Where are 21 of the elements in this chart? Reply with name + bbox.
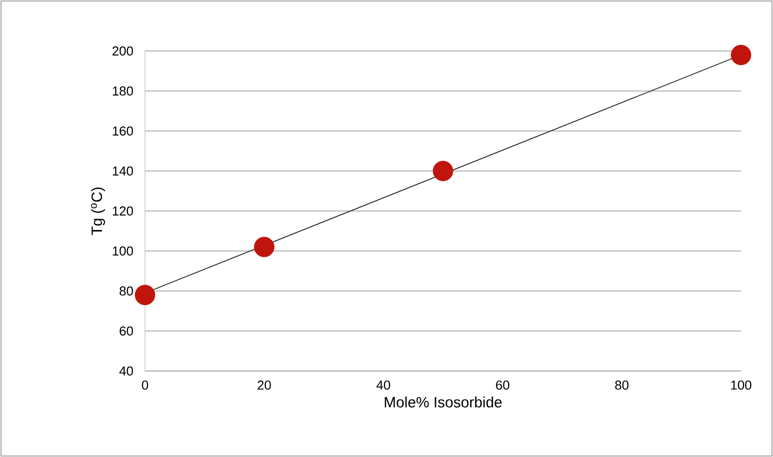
- y-tick-label: 200: [112, 46, 133, 56]
- point: [254, 236, 274, 258]
- x-tick-label: 20: [258, 380, 271, 390]
- y-tick-label: 120: [112, 206, 133, 216]
- x-tick-label: 0: [142, 380, 148, 390]
- y-axis-title: Tg ($^{o}$C): [91, 188, 106, 235]
- y-tick-label: 180: [112, 86, 133, 96]
- y-tick-label: 160: [112, 126, 133, 136]
- point: [432, 160, 454, 182]
- y-tick-label: 40: [119, 366, 133, 376]
- point: [730, 44, 752, 66]
- x-tick-label: 60: [496, 380, 510, 390]
- x-tick-label: 80: [615, 380, 629, 390]
- point: [134, 284, 156, 306]
- y-tick-label: 100: [112, 246, 133, 256]
- y-tick-label: 140: [112, 166, 133, 176]
- x-tick-label: 40: [376, 380, 390, 390]
- x-axis-title: Mole% Isosorbide: [384, 396, 502, 408]
- y-tick-label: 80: [120, 286, 133, 296]
- y-tick-label: 60: [120, 326, 133, 336]
- x-tick-label: 100: [731, 380, 752, 390]
